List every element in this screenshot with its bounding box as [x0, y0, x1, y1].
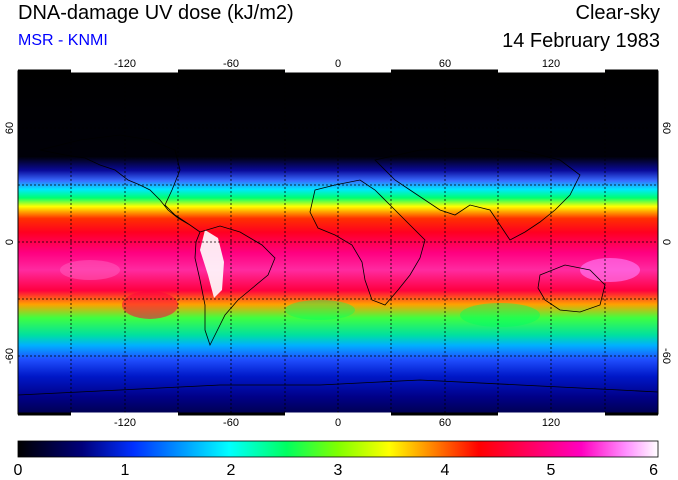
colorbar — [17, 440, 659, 458]
colorbar-tick-3: 3 — [334, 462, 343, 479]
colorbar-tick-4: 4 — [441, 462, 450, 479]
lon-tick-top-60: 60 — [439, 58, 451, 70]
lon-tick-bottom-minus60: -60 — [223, 417, 239, 429]
lat-tick-left-minus60: -60 — [4, 348, 16, 364]
source-label: MSR - KNMI — [18, 32, 108, 49]
lon-tick-bottom-0: 0 — [335, 417, 341, 429]
lat-tick-left-0: 0 — [4, 239, 16, 245]
lat-tick-right-minus60: -60 — [660, 348, 672, 364]
colorbar-tick-5: 5 — [547, 462, 556, 479]
lon-tick-bottom-60: 60 — [439, 417, 451, 429]
graticule — [18, 71, 658, 414]
colorbar-tick-2: 2 — [227, 462, 236, 479]
colorbar-tick-1: 1 — [121, 462, 130, 479]
map-frame — [17, 69, 659, 416]
lat-tick-labels: 60 0 -60 60 0 -60 — [4, 122, 672, 364]
colorbar-tick-6: 6 — [649, 462, 658, 479]
lon-tick-labels: -120 -60 0 60 120 -120 -60 0 60 120 — [114, 58, 560, 429]
uv-dose-field — [18, 71, 658, 414]
lat-tick-right-0: 0 — [660, 239, 672, 245]
lon-tick-bottom-minus120: -120 — [114, 417, 136, 429]
coastlines — [18, 134, 658, 396]
lon-tick-top-120: 120 — [542, 58, 560, 70]
lat-tick-left-60: 60 — [4, 122, 16, 134]
lat-tick-right-60: 60 — [660, 122, 672, 134]
lon-tick-top-minus60: -60 — [223, 58, 239, 70]
lon-tick-top-minus120: -120 — [114, 58, 136, 70]
sky-condition-label: Clear-sky — [575, 2, 660, 24]
map-title: DNA-damage UV dose (kJ/m2) — [18, 2, 294, 24]
colorbar-tick-labels: 0 1 2 3 4 5 6 — [14, 462, 659, 479]
lon-tick-bottom-120: 120 — [542, 417, 560, 429]
lon-tick-top-0: 0 — [335, 58, 341, 70]
colorbar-tick-0: 0 — [14, 462, 23, 479]
date-label: 14 February 1983 — [502, 30, 660, 52]
